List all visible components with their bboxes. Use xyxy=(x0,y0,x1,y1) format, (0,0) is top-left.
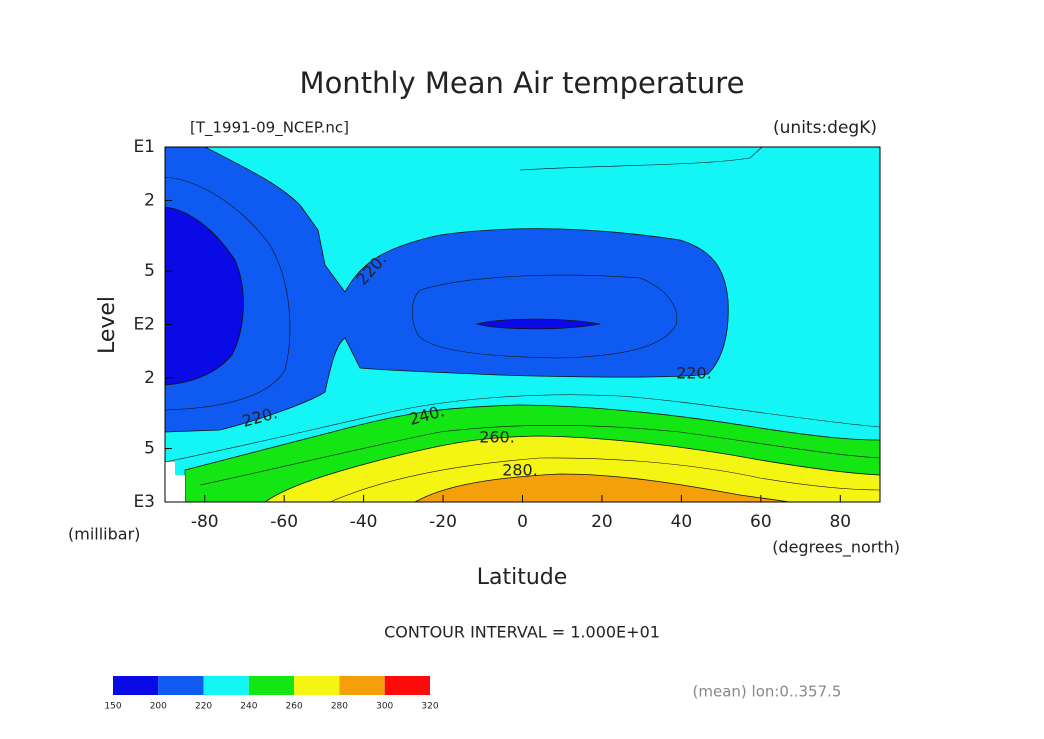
units: (units:degK) xyxy=(773,118,877,138)
colorbar-segment xyxy=(294,676,340,695)
colorbar-segment xyxy=(339,676,385,695)
contour-label: 280. xyxy=(502,461,538,480)
y-tick-label: E3 xyxy=(133,492,155,512)
colorbar-label: 300 xyxy=(376,702,393,712)
y-axis-title: Level xyxy=(95,296,120,354)
colorbar-segment xyxy=(203,676,249,695)
contour-line xyxy=(164,394,881,463)
colorbar-label: 260 xyxy=(286,702,303,712)
colorbar-label: 240 xyxy=(240,702,257,712)
colorbar-label: 200 xyxy=(150,702,167,712)
contour-line xyxy=(164,176,291,411)
y-unit: (millibar) xyxy=(68,525,140,544)
contour-region xyxy=(475,318,601,330)
x-tick-label: -40 xyxy=(350,512,378,532)
colorbar-segment xyxy=(113,676,159,695)
colorbar-label: 320 xyxy=(421,702,438,712)
contour-label: 220. xyxy=(676,364,712,383)
x-tick-label: -20 xyxy=(429,512,457,532)
contour-line xyxy=(199,424,881,486)
chart-title: Monthly Mean Air temperature xyxy=(300,66,745,100)
y-tick-label: 2 xyxy=(144,190,155,210)
colorbar-segment xyxy=(384,676,430,695)
colorbar-segment xyxy=(248,676,295,695)
x-tick-label: 40 xyxy=(671,512,693,532)
y-tick-label: 5 xyxy=(144,261,155,281)
y-tick-label: E1 xyxy=(133,137,155,157)
x-axis-title: Latitude xyxy=(477,565,568,590)
x-tick-label: 0 xyxy=(517,512,528,532)
contour-region xyxy=(164,146,729,433)
contour-line xyxy=(411,274,678,359)
x-tick-label: -80 xyxy=(191,512,219,532)
y-tick-label: E2 xyxy=(133,315,155,335)
missing-data xyxy=(165,462,185,502)
subtitle: [T_1991-09_NCEP.nc] xyxy=(190,119,349,138)
footnote: (mean) lon:0..357.5 xyxy=(693,683,842,701)
contour-line xyxy=(329,457,881,503)
plot-area xyxy=(164,146,881,503)
y-tick-label: 2 xyxy=(144,368,155,388)
x-tick-label: 80 xyxy=(829,512,851,532)
contour-region xyxy=(263,435,881,503)
colorbar-label: 220 xyxy=(195,702,212,712)
colorbar-label: 150 xyxy=(104,702,121,712)
contour-label: 260. xyxy=(479,428,515,447)
x-tick-label: 60 xyxy=(750,512,772,532)
colorbar-segment xyxy=(158,676,204,695)
contour-region xyxy=(413,473,791,503)
contour-region xyxy=(164,206,244,386)
contour-line xyxy=(519,146,763,171)
x-unit: (degrees_north) xyxy=(772,538,900,558)
contour-interval: CONTOUR INTERVAL = 1.000E+01 xyxy=(384,623,660,642)
x-tick-label: 20 xyxy=(591,512,613,532)
x-tick-label: -60 xyxy=(270,512,298,532)
colorbar-label: 280 xyxy=(331,702,348,712)
y-tick-label: 5 xyxy=(144,439,155,459)
